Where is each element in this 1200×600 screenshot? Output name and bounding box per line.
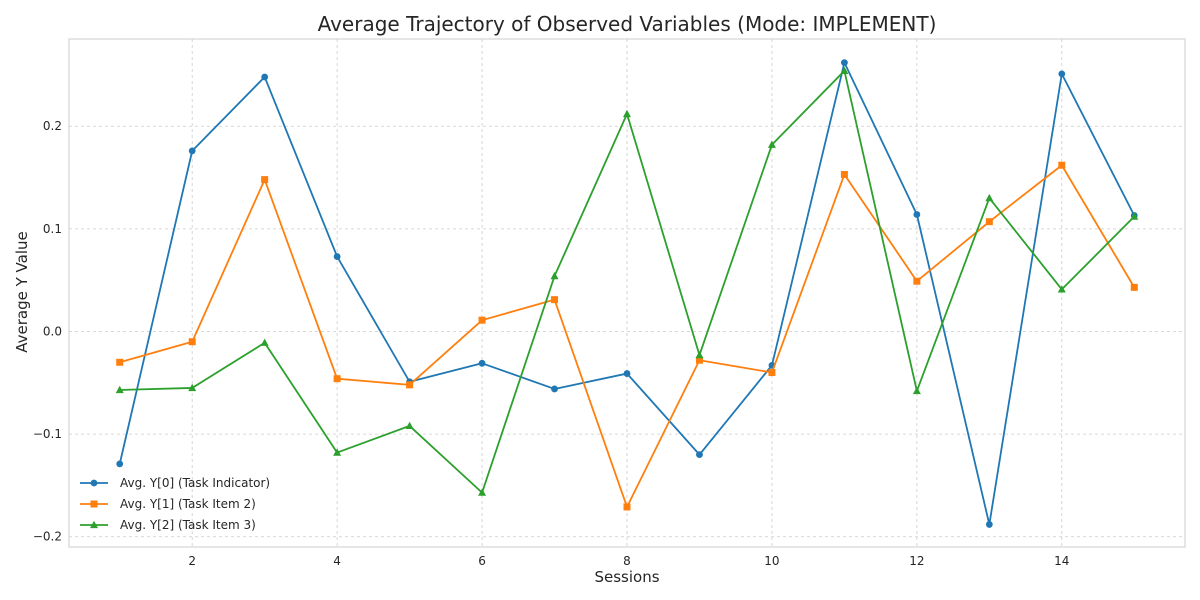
data-point xyxy=(551,385,558,393)
data-point xyxy=(116,460,124,468)
data-point xyxy=(478,359,486,367)
series-1 xyxy=(116,161,1138,511)
data-point xyxy=(550,271,559,280)
data-point xyxy=(623,109,631,118)
data-point xyxy=(405,421,414,430)
plot-frame xyxy=(68,38,1186,548)
data-point xyxy=(1130,283,1138,291)
data-point xyxy=(985,193,994,202)
data-point xyxy=(696,451,703,459)
legend-marker xyxy=(90,479,98,487)
legend-item: Avg. Y[0] (Task Indicator) xyxy=(80,476,270,490)
x-tick-label: 2 xyxy=(188,554,196,568)
y-tick-label: 0.1 xyxy=(43,222,62,236)
data-point xyxy=(767,140,776,148)
x-tick-label: 14 xyxy=(1054,554,1069,568)
y-tick-label: −0.2 xyxy=(33,530,62,544)
data-point xyxy=(1058,70,1066,78)
data-point xyxy=(841,59,848,67)
data-point xyxy=(840,170,848,178)
data-point xyxy=(695,356,703,364)
data-point xyxy=(695,350,704,359)
data-point xyxy=(478,488,487,496)
data-point xyxy=(188,338,196,346)
x-tick-label: 10 xyxy=(764,554,779,568)
legend: Avg. Y[0] (Task Indicator) Avg. Y[1] (Tas… xyxy=(80,476,270,532)
y-tick-label: 0.0 xyxy=(43,324,62,338)
axis-ticks: 2 4 6 8 10 12 14 −0.2 −0.1 0.0 0.1 0.2 xyxy=(33,119,1070,568)
series-0 xyxy=(116,59,1138,528)
data-point xyxy=(260,338,269,346)
data-point xyxy=(1057,285,1066,293)
y-tick-label: 0.2 xyxy=(43,119,62,133)
legend-item: Avg. Y[2] (Task Item 3) xyxy=(80,518,256,532)
legend-label: Avg. Y[0] (Task Indicator) xyxy=(120,476,270,490)
data-point xyxy=(840,66,849,74)
data-point xyxy=(406,381,414,389)
x-tick-label: 12 xyxy=(909,554,924,568)
legend-marker xyxy=(90,500,98,508)
data-point xyxy=(1130,212,1139,220)
data-point xyxy=(551,296,559,304)
data-point xyxy=(985,218,993,226)
data-point xyxy=(261,176,269,184)
data-point xyxy=(333,253,341,260)
grid xyxy=(69,39,1185,547)
chart-title: Average Trajectory of Observed Variables… xyxy=(318,12,937,36)
data-point xyxy=(333,448,342,456)
data-point xyxy=(912,386,921,395)
data-point xyxy=(478,316,486,324)
x-tick-label: 8 xyxy=(623,554,631,568)
legend-item: Avg. Y[1] (Task Item 2) xyxy=(80,497,256,511)
x-tick-label: 4 xyxy=(333,554,341,568)
series-2 xyxy=(115,66,1139,496)
series-layer xyxy=(115,59,1139,528)
data-point xyxy=(115,385,124,394)
data-point xyxy=(623,370,631,377)
data-point xyxy=(913,211,921,218)
data-point xyxy=(623,503,631,511)
data-point xyxy=(188,147,196,155)
data-point xyxy=(188,383,197,392)
data-point xyxy=(913,277,921,285)
data-point xyxy=(985,521,993,528)
data-point xyxy=(768,369,776,377)
data-point xyxy=(261,73,269,81)
legend-marker xyxy=(90,520,98,529)
legend-label: Avg. Y[1] (Task Item 2) xyxy=(120,497,256,511)
x-tick-label: 6 xyxy=(478,554,486,568)
y-axis-label: Average Y Value xyxy=(13,231,31,353)
data-point xyxy=(1058,161,1066,169)
data-point xyxy=(116,358,124,366)
data-point xyxy=(333,375,341,383)
x-axis-label: Sessions xyxy=(594,568,659,586)
y-tick-label: −0.1 xyxy=(33,427,62,441)
legend-label: Avg. Y[2] (Task Item 3) xyxy=(120,518,256,532)
